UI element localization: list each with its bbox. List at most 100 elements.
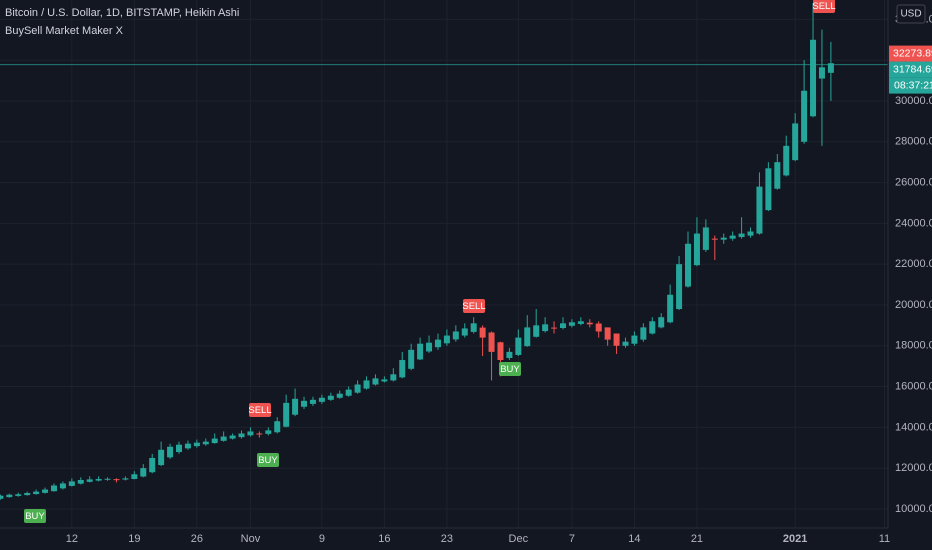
- candle-body: [59, 483, 66, 489]
- candle-body: [68, 481, 75, 486]
- candle-body: [283, 402, 290, 427]
- x-tick-label: 16: [378, 533, 390, 545]
- plot: BUY SELL BUY SELL BUY SELL: [0, 0, 888, 523]
- candle-body: [408, 349, 415, 369]
- candle-body: [488, 332, 495, 352]
- candle-body: [167, 446, 174, 458]
- candle-body: [318, 397, 325, 402]
- candle-body: [6, 494, 13, 498]
- candle-body: [390, 374, 397, 381]
- signal-box: [463, 299, 485, 313]
- x-tick-label: 19: [128, 533, 140, 545]
- candle-body: [417, 343, 424, 360]
- currency-label[interactable]: USD: [900, 9, 921, 20]
- candle-body: [33, 491, 40, 495]
- x-tick-label: 11: [879, 533, 890, 545]
- signal-box: [24, 509, 46, 523]
- signal-box: [813, 0, 835, 13]
- candle-body: [292, 398, 299, 415]
- candle-body: [792, 123, 799, 161]
- candle-body: [211, 438, 218, 444]
- y-tick-label: 16000.00: [895, 380, 932, 392]
- candle-body: [702, 227, 709, 250]
- candle-body: [309, 399, 316, 404]
- candle-body: [506, 351, 513, 358]
- candle-body: [238, 433, 245, 438]
- candle-body: [676, 264, 683, 310]
- x-tick-label: Dec: [509, 533, 529, 545]
- grid: [0, 0, 888, 528]
- candle-body: [434, 339, 441, 348]
- candle-body: [86, 479, 93, 482]
- candle-body: [774, 162, 781, 189]
- y-tick-label: 30000.00: [895, 95, 932, 107]
- candle-body: [783, 145, 790, 176]
- candle-body: [95, 478, 102, 481]
- candle-body: [497, 342, 504, 361]
- candle-body: [747, 231, 754, 236]
- candle-body: [274, 421, 281, 433]
- x-tick-label: 21: [691, 533, 703, 545]
- candle-body: [595, 323, 602, 332]
- currency-box[interactable]: [896, 4, 926, 24]
- y-tick-label: 18000.00: [895, 340, 932, 352]
- candle-body: [202, 441, 209, 445]
- candle-body: [140, 468, 147, 477]
- candle-body: [113, 479, 120, 481]
- candle-body: [640, 327, 647, 340]
- candle-body: [327, 395, 334, 400]
- candle-body: [193, 442, 200, 447]
- candle-body: [256, 433, 263, 435]
- candle-body: [649, 321, 656, 334]
- price-label: 31784.69: [893, 63, 932, 75]
- signal-label: BUY: [25, 511, 45, 522]
- candle-body: [613, 333, 620, 346]
- x-tick-label: 9: [319, 533, 325, 545]
- candle-body: [729, 235, 736, 239]
- signal-label: BUY: [500, 364, 520, 375]
- candle-body: [542, 324, 549, 332]
- candle-body: [586, 322, 593, 325]
- price-label: 32273.89: [893, 47, 932, 59]
- signal-label: BUY: [258, 455, 278, 466]
- candle-body: [336, 393, 343, 398]
- candle-body: [149, 457, 156, 473]
- y-tick-label: 28000.00: [895, 136, 932, 148]
- candle-body: [765, 168, 772, 211]
- candle-body: [354, 384, 361, 393]
- candle-body: [229, 435, 236, 439]
- candle-body: [622, 341, 629, 346]
- candle-body: [810, 39, 817, 117]
- candle-body: [685, 243, 692, 287]
- candle-body: [301, 400, 308, 407]
- candle-body: [158, 449, 165, 466]
- candle-body: [533, 325, 540, 337]
- candle-body: [176, 444, 182, 453]
- price-label-box: [889, 61, 932, 78]
- candle-body: [568, 322, 575, 326]
- chart-title: Bitcoin / U.S. Dollar, 1D, BITSTAMP, Hei…: [5, 7, 239, 19]
- y-tick-label: 22000.00: [895, 258, 932, 270]
- price-label-box: [889, 45, 932, 62]
- x-tick-label: 14: [628, 533, 640, 545]
- candle-body: [0, 495, 4, 499]
- candle-body: [452, 331, 459, 340]
- candle-body: [104, 478, 111, 480]
- indicator-name: BuySell Market Maker X: [5, 25, 124, 37]
- y-tick-label: 10000.00: [895, 503, 932, 515]
- y-tick-label: 12000.00: [895, 462, 932, 474]
- candle-body: [577, 321, 584, 324]
- signal-label: SELL: [248, 405, 271, 416]
- candle-body: [720, 237, 727, 240]
- candle-body: [122, 478, 129, 480]
- candle-body: [818, 67, 825, 79]
- candle-body: [265, 430, 272, 434]
- candle-body: [693, 233, 700, 266]
- candle-body: [559, 323, 566, 329]
- candle-body: [220, 436, 227, 441]
- candle-body: [524, 327, 531, 347]
- signal-label: SELL: [812, 1, 835, 12]
- candle-body: [658, 317, 665, 328]
